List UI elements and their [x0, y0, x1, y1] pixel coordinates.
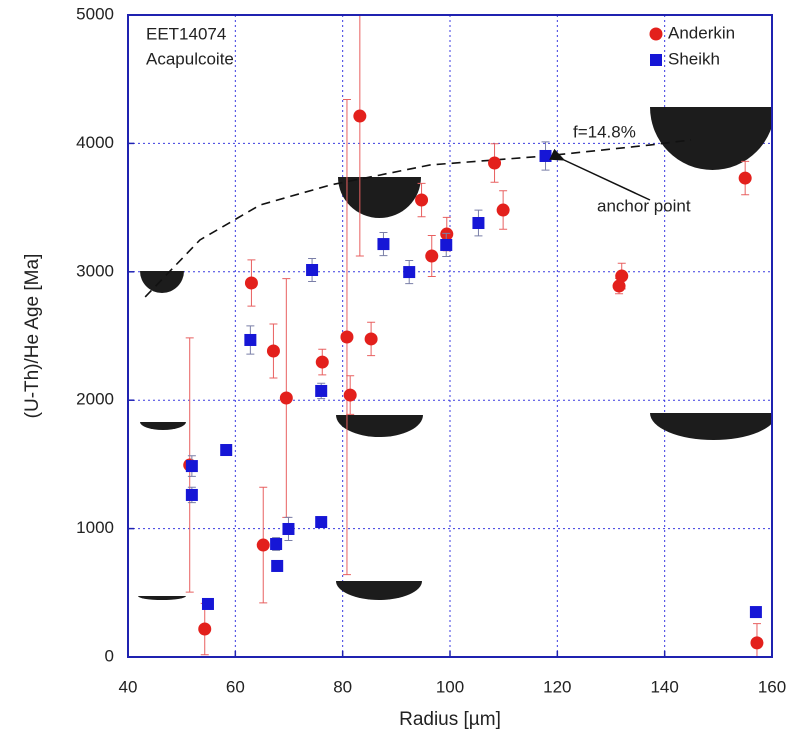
legend-label: Sheikh [668, 49, 720, 68]
point [220, 444, 233, 457]
point [750, 636, 764, 650]
x-tick-label: 140 [650, 677, 678, 696]
annotation-arrow [549, 148, 651, 201]
point [615, 269, 629, 283]
point [315, 355, 329, 369]
annotation: f=14.8% [573, 122, 636, 141]
model-curve [144, 139, 692, 298]
grain-shape [140, 271, 184, 293]
sample-name: EET14074 [146, 24, 226, 43]
point [315, 384, 328, 397]
point [340, 330, 354, 344]
x-tick-label: 60 [226, 677, 245, 696]
legend: Anderkin Sheikh [649, 23, 735, 68]
legend-label: Anderkin [668, 23, 735, 42]
y-tick-label: 0 [105, 646, 114, 665]
point [271, 559, 284, 572]
x-axis-title: Radius [µm] [399, 709, 501, 730]
grain-shape [650, 413, 772, 440]
grain-shape [336, 415, 423, 437]
point [612, 279, 626, 293]
point [198, 622, 212, 636]
point [282, 522, 295, 535]
y-tick-label: 5000 [76, 4, 114, 23]
axes: 40 60 80 100 120 140 160 0 1000 2000 3000 4000 5000 [76, 4, 786, 696]
point [496, 203, 510, 217]
point [343, 388, 357, 402]
y-tick-label: 2000 [76, 390, 114, 409]
point [364, 332, 378, 346]
annotation: anchor point [597, 196, 691, 215]
x-tick-label: 160 [758, 677, 786, 696]
point [377, 238, 390, 251]
y-tick-label: 1000 [76, 518, 114, 537]
point [440, 227, 454, 241]
legend-swatch [649, 27, 663, 41]
point [488, 156, 502, 170]
meteorite-class: Acapulcoite [146, 49, 234, 68]
point [425, 249, 439, 263]
point [415, 193, 429, 207]
y-tick-label: 3000 [76, 261, 114, 280]
point [201, 597, 214, 610]
x-tick-label: 80 [333, 677, 352, 696]
point [185, 460, 198, 473]
x-tick-label: 100 [436, 677, 464, 696]
y-tick-label: 4000 [76, 133, 114, 152]
point [256, 538, 270, 552]
y-axis-title: (U-Th)/He Age [Ma] [22, 254, 43, 419]
grain-shape [140, 422, 186, 430]
grain-shape [650, 107, 772, 170]
x-tick-label: 40 [119, 677, 138, 696]
point [266, 344, 280, 358]
data [144, 15, 764, 657]
point [315, 516, 328, 529]
point [440, 238, 453, 251]
point [279, 391, 293, 405]
point [472, 217, 485, 230]
grain-shape [138, 596, 186, 600]
grain-shape [338, 177, 421, 218]
legend-swatch [650, 54, 662, 66]
error-bar [355, 15, 364, 257]
point [403, 266, 416, 279]
point [353, 109, 367, 123]
point [244, 276, 258, 290]
point [738, 171, 752, 185]
grain-shapes [138, 107, 772, 600]
point [270, 538, 283, 551]
x-tick-label: 120 [543, 677, 571, 696]
grain-shape [336, 581, 422, 600]
point [185, 488, 198, 501]
point [244, 333, 257, 346]
point [749, 606, 762, 619]
point [539, 149, 552, 162]
point [306, 264, 319, 277]
